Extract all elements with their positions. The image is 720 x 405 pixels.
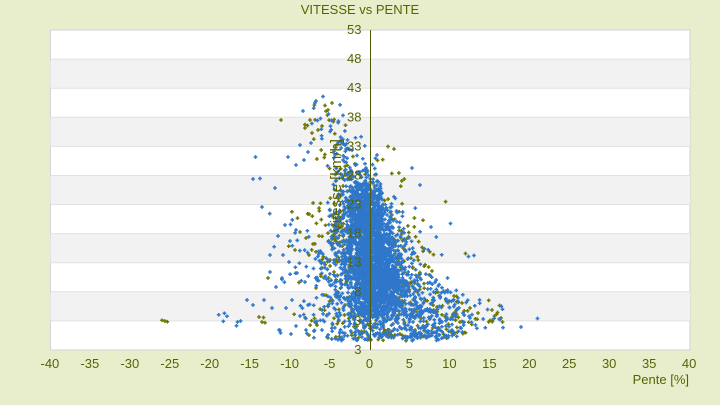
svg-text:8: 8 (354, 284, 361, 299)
svg-text:10: 10 (442, 356, 456, 371)
svg-text:3: 3 (354, 342, 361, 357)
svg-text:-35: -35 (80, 356, 99, 371)
svg-text:53: 53 (347, 22, 361, 37)
svg-text:25: 25 (562, 356, 576, 371)
svg-text:13: 13 (347, 255, 361, 270)
svg-text:40: 40 (682, 356, 696, 371)
svg-text:23: 23 (347, 197, 361, 212)
svg-text:38: 38 (347, 109, 361, 124)
svg-text:33: 33 (347, 138, 361, 153)
svg-text:5: 5 (406, 356, 413, 371)
svg-text:-20: -20 (200, 356, 219, 371)
svg-text:30: 30 (602, 356, 616, 371)
svg-text:3: 3 (354, 313, 361, 328)
svg-text:48: 48 (347, 51, 361, 66)
svg-text:-10: -10 (280, 356, 299, 371)
svg-text:28: 28 (347, 168, 361, 183)
svg-text:43: 43 (347, 80, 361, 95)
svg-text:15: 15 (482, 356, 496, 371)
svg-text:18: 18 (347, 226, 361, 241)
svg-text:20: 20 (522, 356, 536, 371)
svg-text:-5: -5 (324, 356, 336, 371)
svg-text:Vitesse [km/h]: Vitesse [km/h] (328, 139, 345, 233)
svg-text:-15: -15 (240, 356, 259, 371)
svg-text:-25: -25 (160, 356, 179, 371)
svg-text:Pente [%]: Pente [%] (633, 372, 689, 387)
svg-text:-30: -30 (120, 356, 139, 371)
svg-text:-40: -40 (41, 356, 60, 371)
svg-text:35: 35 (642, 356, 656, 371)
svg-text:0: 0 (366, 356, 373, 371)
svg-text:VITESSE vs PENTE: VITESSE vs PENTE (301, 2, 420, 17)
